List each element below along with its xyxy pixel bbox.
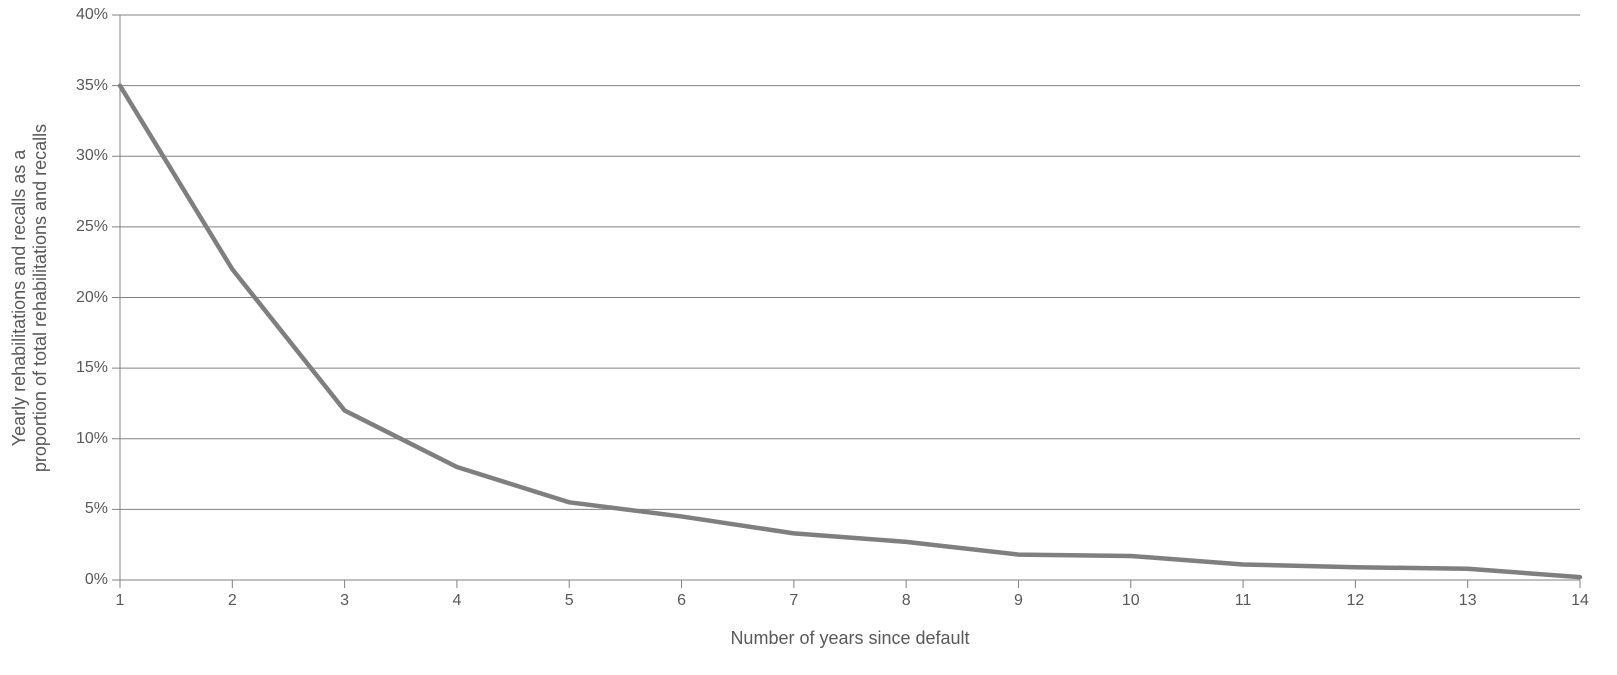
x-tick-label: 11 (1235, 592, 1252, 610)
y-tick-label: 25% (76, 218, 108, 236)
x-tick-label: 6 (677, 592, 686, 610)
x-tick-label: 4 (452, 592, 461, 610)
x-tick-label: 12 (1346, 592, 1364, 610)
x-tick-label: 10 (1122, 592, 1140, 610)
x-tick-label: 8 (902, 592, 911, 610)
y-tick-label: 35% (76, 77, 108, 95)
x-tick-label: 7 (789, 592, 798, 610)
series-line (120, 86, 1580, 578)
y-tick-label: 15% (76, 359, 108, 377)
y-tick-label: 10% (76, 430, 108, 448)
y-tick-label: 5% (85, 500, 108, 518)
y-tick-label: 40% (76, 6, 108, 24)
y-axis-title: Yearly rehabilitations and recalls as a … (9, 0, 51, 600)
rehab-recall-line-chart: 12345678910111213140%5%10%15%20%25%30%35… (0, 0, 1617, 675)
y-tick-label: 0% (85, 571, 108, 589)
y-tick-label: 20% (76, 289, 108, 307)
x-tick-label: 14 (1571, 592, 1589, 610)
y-tick-label: 30% (76, 147, 108, 165)
x-tick-label: 9 (1014, 592, 1023, 610)
x-tick-label: 3 (340, 592, 349, 610)
x-tick-label: 13 (1459, 592, 1477, 610)
x-tick-label: 1 (116, 592, 125, 610)
chart-svg (0, 0, 1617, 675)
x-axis-title: Number of years since default (730, 628, 969, 649)
x-tick-label: 2 (228, 592, 237, 610)
x-tick-label: 5 (565, 592, 574, 610)
